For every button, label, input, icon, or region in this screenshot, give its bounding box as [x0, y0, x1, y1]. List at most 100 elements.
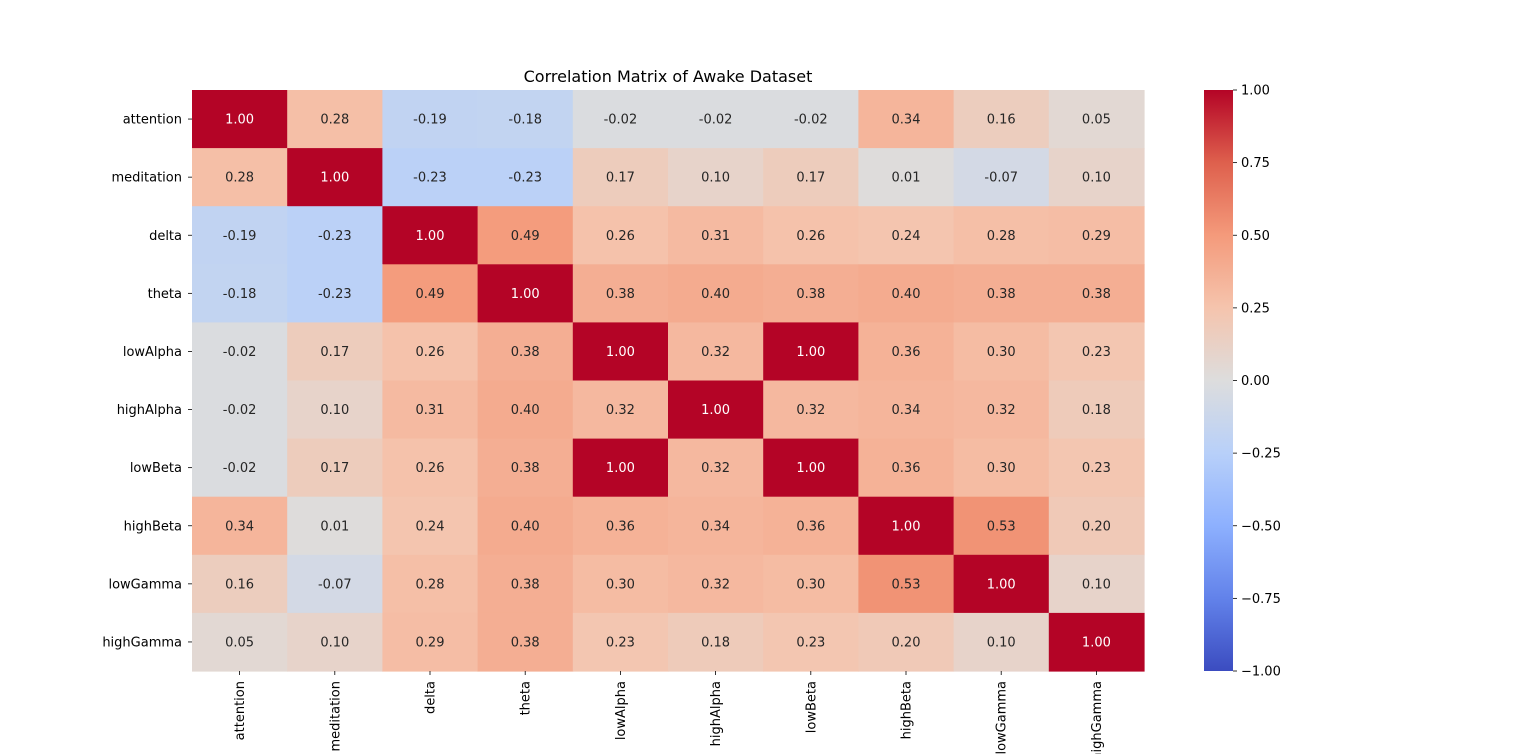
heatmap-cell	[382, 380, 479, 440]
heatmap-cell	[287, 496, 383, 556]
cell-value-label: 0.49	[416, 287, 445, 302]
heatmap-cell	[477, 264, 574, 323]
colorbar-tick-label: −0.50	[1241, 519, 1281, 534]
heatmap-cell	[287, 206, 383, 265]
column-tick-label: lowBeta	[804, 681, 819, 733]
cell-value-label: 0.26	[416, 345, 445, 360]
heatmap-cell	[858, 554, 955, 614]
heatmap-cell	[477, 90, 574, 149]
heatmap-cell	[1048, 322, 1145, 382]
colorbar-tick-label: 0.75	[1241, 156, 1270, 171]
cell-value-label: -0.18	[508, 113, 542, 128]
cell-value-label: 0.29	[1082, 229, 1111, 244]
heatmap-cell	[382, 438, 479, 498]
heatmap-cell	[382, 496, 479, 556]
cell-value-label: 0.34	[892, 113, 921, 128]
cell-value-label: 0.24	[892, 229, 921, 244]
heatmap-cell	[477, 322, 574, 382]
heatmap-cell	[668, 554, 764, 614]
heatmap-cell	[763, 264, 859, 323]
column-tick-label: meditation	[328, 681, 343, 752]
cell-value-label: 0.23	[1082, 345, 1111, 360]
cell-value-label: 0.34	[225, 519, 254, 534]
colorbar: 1.00 0.75 0.50 0.25 0.00 −0.25 −0.50 −0.75 −1.00	[1204, 84, 1281, 680]
row-tick-label: highAlpha	[117, 403, 182, 418]
cell-value-label: 1.00	[225, 113, 254, 128]
cell-value-label: 0.05	[1082, 113, 1111, 128]
cell-value-label: 0.38	[511, 577, 540, 592]
heatmap-cell	[287, 438, 383, 498]
cell-value-label: 0.38	[511, 345, 540, 360]
cell-value-label: -0.02	[223, 345, 257, 360]
cell-value-label: 0.05	[225, 635, 254, 650]
cell-value-label: -0.23	[508, 171, 542, 186]
cell-value-label: 1.00	[796, 461, 825, 476]
heatmap-cell	[668, 206, 764, 265]
heatmap-cell	[763, 554, 859, 614]
cell-value-label: 0.28	[416, 577, 445, 592]
heatmap-cell	[953, 90, 1050, 149]
cell-value-label: -0.02	[699, 113, 733, 128]
cell-value-label: -0.02	[604, 113, 638, 128]
cell-value-label: 0.10	[987, 635, 1016, 650]
row-tick-label: delta	[149, 229, 182, 244]
cell-value-label: 0.10	[1082, 577, 1111, 592]
cell-value-label: 0.38	[511, 461, 540, 476]
heatmap-cell	[1048, 148, 1145, 207]
cell-value-label: 0.18	[1082, 403, 1111, 418]
cell-value-label: 1.00	[796, 345, 825, 360]
cell-value-label: 0.23	[1082, 461, 1111, 476]
heatmap-cell	[763, 438, 859, 498]
cell-value-label: 0.28	[225, 171, 254, 186]
cell-value-label: 0.34	[701, 519, 730, 534]
heatmap-cell	[1048, 438, 1145, 498]
column-tick-label: delta	[424, 681, 439, 714]
cell-value-label: 0.16	[987, 113, 1016, 128]
heatmap-cell	[1048, 206, 1145, 265]
column-tick-label: lowAlpha	[614, 681, 629, 740]
heatmap-cell	[192, 90, 288, 149]
row-tick-label: lowBeta	[130, 461, 182, 476]
heatmap-cell	[953, 554, 1050, 614]
cell-value-label: 0.31	[701, 229, 730, 244]
cell-value-label: 0.32	[606, 403, 635, 418]
heatmap-cell	[858, 148, 955, 207]
heatmap-cell	[953, 612, 1050, 672]
cell-value-label: 0.38	[606, 287, 635, 302]
heatmap-cell	[287, 612, 383, 672]
heatmap-cell	[763, 90, 859, 149]
cell-value-label: 0.10	[1082, 171, 1111, 186]
heatmap-cell	[477, 438, 574, 498]
chart-title: Correlation Matrix of Awake Dataset	[524, 67, 813, 86]
cell-value-label: 0.38	[987, 287, 1016, 302]
column-tick-label: highGamma	[1090, 681, 1105, 754]
heatmap-cell	[572, 496, 669, 556]
cell-value-label: 0.26	[796, 229, 825, 244]
heatmap-cell	[477, 148, 574, 207]
heatmap-cell	[287, 148, 383, 207]
cell-value-label: 0.10	[320, 403, 349, 418]
heatmap-cell	[858, 322, 955, 382]
cell-value-label: 0.17	[320, 461, 349, 476]
heatmap-cell	[192, 206, 288, 265]
cell-value-label: -0.23	[413, 171, 447, 186]
cell-value-label: 0.36	[892, 461, 921, 476]
heatmap-cell	[953, 380, 1050, 440]
heatmap-cell	[1048, 264, 1145, 323]
heatmap-cell	[192, 264, 288, 323]
heatmap-cell	[668, 496, 764, 556]
colorbar-tick-label: 0.50	[1241, 229, 1270, 244]
cell-value-label: 0.16	[225, 577, 254, 592]
heatmap-cell	[572, 206, 669, 265]
heatmap-cell	[763, 380, 859, 440]
cell-value-label: 0.49	[511, 229, 540, 244]
cell-value-label: 1.00	[1082, 635, 1111, 650]
cell-value-label: 0.23	[796, 635, 825, 650]
row-tick-label: lowAlpha	[123, 345, 182, 360]
heatmap-cell	[668, 612, 764, 672]
cell-value-label: -0.02	[223, 403, 257, 418]
heatmap-cell	[763, 148, 859, 207]
cell-value-label: 0.26	[606, 229, 635, 244]
heatmap-cell	[668, 322, 764, 382]
cell-value-label: 0.30	[987, 461, 1016, 476]
